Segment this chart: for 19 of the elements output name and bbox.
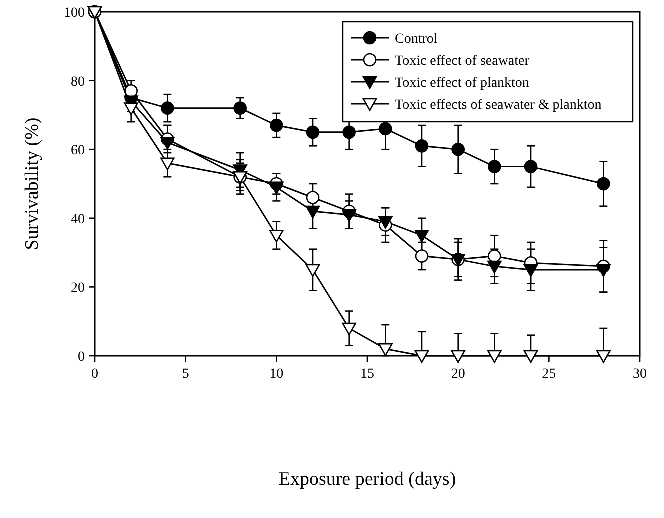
x-tick-label: 30 bbox=[633, 367, 647, 382]
y-tick-label: 60 bbox=[71, 144, 85, 159]
y-tick-label: 100 bbox=[64, 6, 85, 21]
y-tick-label: 0 bbox=[78, 350, 85, 365]
x-axis-title: Exposure period (days) bbox=[278, 469, 456, 490]
x-tick-label: 25 bbox=[542, 367, 556, 382]
y-axis-title: Survivability (%) bbox=[22, 118, 43, 250]
x-tick-label: 5 bbox=[182, 367, 190, 382]
legend-label: Toxic effect of plankton bbox=[395, 76, 530, 91]
y-tick-label: 40 bbox=[71, 212, 85, 228]
legend-label: Control bbox=[395, 32, 438, 47]
legend-label: Toxic effect of seawater bbox=[395, 54, 530, 69]
x-tick-label: 10 bbox=[270, 367, 284, 382]
legend-label: Toxic effects of seawater & plankton bbox=[395, 98, 602, 113]
y-tick-label: 20 bbox=[71, 281, 85, 296]
x-tick-label: 15 bbox=[360, 367, 374, 382]
y-tick-label: 80 bbox=[71, 74, 85, 90]
x-tick-label: 0 bbox=[92, 367, 98, 382]
x-tick-label: 20 bbox=[451, 367, 466, 382]
